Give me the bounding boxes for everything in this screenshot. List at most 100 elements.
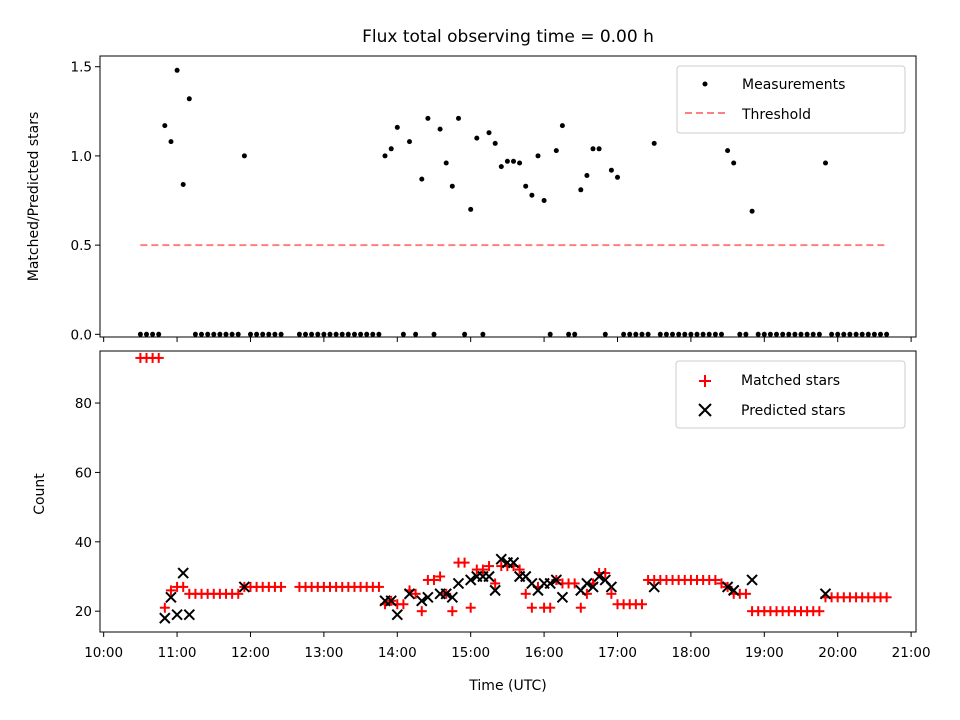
bottom-y-tick-label: 40 <box>75 535 92 551</box>
measurement-point <box>193 332 198 337</box>
measurement-point <box>438 127 443 132</box>
measurement-point <box>187 96 192 101</box>
measurement-point <box>150 332 155 337</box>
measurement-point <box>297 332 302 337</box>
legend-predicted-label: Predicted stars <box>741 403 846 419</box>
measurement-point <box>841 332 846 337</box>
measurement-point <box>376 332 381 337</box>
measurement-point <box>205 332 210 337</box>
top-y-tick-label: 1.0 <box>71 149 92 165</box>
x-tick-label: 10:00 <box>84 645 123 661</box>
measurement-point <box>260 332 265 337</box>
measurement-point <box>303 332 308 337</box>
measurement-point <box>523 184 528 189</box>
bottom-y-tick-label: 60 <box>75 465 92 481</box>
measurement-point <box>248 332 253 337</box>
measurement-point <box>627 332 632 337</box>
bottom-y-axis-label: Count <box>32 473 48 515</box>
measurement-point <box>493 141 498 146</box>
measurement-point <box>768 332 773 337</box>
measurement-point <box>346 332 351 337</box>
x-tick-label: 16:00 <box>525 645 564 661</box>
measurement-point <box>169 139 174 144</box>
measurement-point <box>199 332 204 337</box>
measurement-point <box>658 332 663 337</box>
measurement-point <box>480 332 485 337</box>
measurement-point <box>315 332 320 337</box>
x-tick-label: 19:00 <box>745 645 784 661</box>
measurement-point <box>395 125 400 130</box>
measurement-point <box>401 332 406 337</box>
measurement-point <box>847 332 852 337</box>
measurement-point <box>432 332 437 337</box>
measurement-point <box>340 332 345 337</box>
measurement-point <box>652 141 657 146</box>
measurement-point <box>646 332 651 337</box>
bottom-y-tick-label: 80 <box>75 396 92 412</box>
measurement-point <box>792 332 797 337</box>
measurement-point <box>254 332 259 337</box>
measurement-point <box>780 332 785 337</box>
measurement-point <box>309 332 314 337</box>
measurement-point <box>242 153 247 158</box>
measurement-point <box>786 332 791 337</box>
measurement-point <box>548 332 553 337</box>
measurement-point <box>328 332 333 337</box>
measurement-point <box>144 332 149 337</box>
measurement-point <box>884 332 889 337</box>
measurement-point <box>688 332 693 337</box>
measurement-point <box>217 332 222 337</box>
measurement-point <box>487 130 492 135</box>
measurement-point <box>854 332 859 337</box>
measurement-point <box>407 139 412 144</box>
measurement-point <box>609 168 614 173</box>
measurement-point <box>878 332 883 337</box>
measurement-point <box>597 146 602 151</box>
figure: Flux total observing time = 0.00 h 0.00.… <box>0 0 960 720</box>
measurement-point <box>542 198 547 203</box>
measurement-point <box>695 332 700 337</box>
measurement-point <box>554 148 559 153</box>
measurement-point <box>211 332 216 337</box>
measurement-point <box>279 332 284 337</box>
measurement-point <box>413 332 418 337</box>
measurement-point <box>664 332 669 337</box>
measurement-point <box>743 332 748 337</box>
measurement-point <box>811 332 816 337</box>
measurement-point <box>572 332 577 337</box>
measurement-point <box>138 332 143 337</box>
x-tick-label: 11:00 <box>158 645 197 661</box>
measurement-point <box>358 332 363 337</box>
measurement-point <box>230 332 235 337</box>
measurement-point <box>615 175 620 180</box>
measurement-point <box>321 332 326 337</box>
x-tick-label: 13:00 <box>304 645 343 661</box>
measurement-point <box>566 332 571 337</box>
measurement-point <box>364 332 369 337</box>
measurement-point <box>603 332 608 337</box>
measurement-point <box>731 161 736 166</box>
measurement-point <box>823 161 828 166</box>
measurement-point <box>719 332 724 337</box>
measurement-point <box>175 68 180 73</box>
measurement-point <box>860 332 865 337</box>
chart-title: Flux total observing time = 0.00 h <box>362 27 654 47</box>
measurement-point <box>181 182 186 187</box>
measurement-point <box>817 332 822 337</box>
measurement-point <box>866 332 871 337</box>
legend-measurements-marker <box>703 82 708 87</box>
measurement-point <box>444 161 449 166</box>
x-tick-label: 18:00 <box>671 645 710 661</box>
top-y-tick-label: 0.5 <box>71 238 92 254</box>
legend-threshold-label: Threshold <box>741 107 811 123</box>
measurement-point <box>450 184 455 189</box>
measurement-point <box>266 332 271 337</box>
measurement-point <box>468 207 473 212</box>
top-legend: Measurements Threshold <box>677 66 905 133</box>
measurement-point <box>762 332 767 337</box>
measurement-point <box>676 332 681 337</box>
legend-matched-label: Matched stars <box>741 373 840 389</box>
x-axis-label: Time (UTC) <box>468 678 546 694</box>
measurement-point <box>272 332 277 337</box>
measurement-point <box>633 332 638 337</box>
